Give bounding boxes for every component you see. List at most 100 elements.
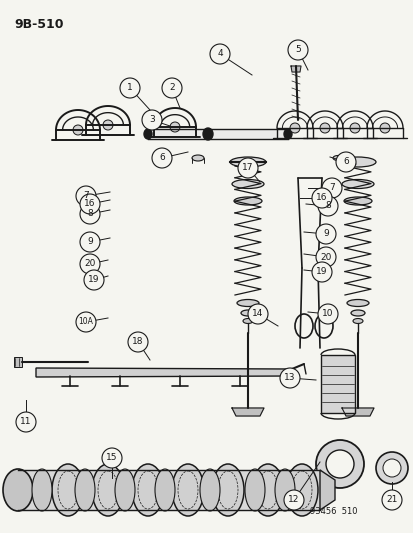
Text: 18: 18 [132,337,143,346]
Ellipse shape [230,157,266,167]
Polygon shape [319,470,334,510]
Text: 20: 20 [84,260,95,269]
Text: 10: 10 [321,310,333,319]
Text: 19: 19 [88,276,100,285]
Circle shape [382,459,400,477]
Ellipse shape [343,197,371,205]
Text: 7: 7 [328,183,334,192]
Circle shape [84,270,104,290]
Circle shape [311,188,331,208]
Ellipse shape [75,469,95,511]
Text: 6: 6 [159,154,164,163]
Circle shape [128,332,147,352]
Ellipse shape [202,128,212,140]
Circle shape [381,490,401,510]
Circle shape [287,40,307,60]
Text: 9: 9 [87,238,93,246]
Circle shape [120,78,140,98]
Circle shape [325,450,353,478]
Polygon shape [14,357,22,367]
Ellipse shape [32,469,52,511]
Polygon shape [320,355,354,413]
Ellipse shape [332,156,342,160]
Circle shape [237,158,257,178]
Polygon shape [36,368,291,377]
Text: 21: 21 [385,496,397,505]
Ellipse shape [3,469,33,511]
Ellipse shape [92,464,124,516]
Text: 1: 1 [127,84,133,93]
Text: 15: 15 [106,454,117,463]
Circle shape [349,123,359,133]
Ellipse shape [244,469,264,511]
Circle shape [170,122,180,132]
Ellipse shape [211,464,243,516]
Ellipse shape [115,469,135,511]
Ellipse shape [154,469,175,511]
Circle shape [319,123,329,133]
Circle shape [209,44,230,64]
Circle shape [73,125,83,135]
Circle shape [152,148,171,168]
Ellipse shape [144,129,152,139]
Text: 8: 8 [87,209,93,219]
Ellipse shape [242,319,252,324]
Text: 9: 9 [322,230,328,238]
Circle shape [379,123,389,133]
Ellipse shape [252,464,283,516]
Ellipse shape [350,310,364,316]
Text: 13: 13 [284,374,295,383]
Circle shape [102,448,122,468]
Text: 14: 14 [252,310,263,319]
Text: 5: 5 [294,45,300,54]
Circle shape [315,440,363,488]
Circle shape [335,152,355,172]
Text: 16: 16 [84,199,95,208]
Text: 9B-510: 9B-510 [14,18,63,31]
Ellipse shape [240,310,254,316]
Text: 4: 4 [217,50,222,59]
Text: 12: 12 [287,496,299,505]
Text: 16: 16 [316,193,327,203]
Ellipse shape [285,464,317,516]
Circle shape [76,186,96,206]
Polygon shape [341,408,373,416]
Ellipse shape [274,469,294,511]
Ellipse shape [341,180,373,189]
Ellipse shape [171,464,204,516]
Circle shape [317,304,337,324]
Text: 19: 19 [316,268,327,277]
Ellipse shape [192,155,204,161]
Ellipse shape [231,180,263,189]
Text: 20: 20 [320,253,331,262]
Circle shape [247,304,267,324]
Text: 7: 7 [83,191,89,200]
Circle shape [80,194,100,214]
Text: 93456  510: 93456 510 [309,507,357,516]
Ellipse shape [132,464,164,516]
Ellipse shape [346,300,368,306]
Circle shape [80,232,100,252]
Circle shape [315,224,335,244]
Ellipse shape [352,319,362,324]
Circle shape [315,247,335,267]
Text: 8: 8 [324,201,330,211]
Circle shape [142,110,161,130]
Circle shape [279,368,299,388]
Circle shape [76,312,96,332]
Circle shape [80,204,100,224]
Ellipse shape [339,157,375,167]
Text: 3: 3 [149,116,154,125]
Ellipse shape [236,300,259,306]
Circle shape [317,196,337,216]
Ellipse shape [233,197,261,205]
Circle shape [80,254,100,274]
Circle shape [103,120,113,130]
Circle shape [16,412,36,432]
Circle shape [321,178,341,198]
Circle shape [375,452,407,484]
Circle shape [289,123,299,133]
Text: 2: 2 [169,84,174,93]
Text: 6: 6 [342,157,348,166]
Ellipse shape [52,464,84,516]
